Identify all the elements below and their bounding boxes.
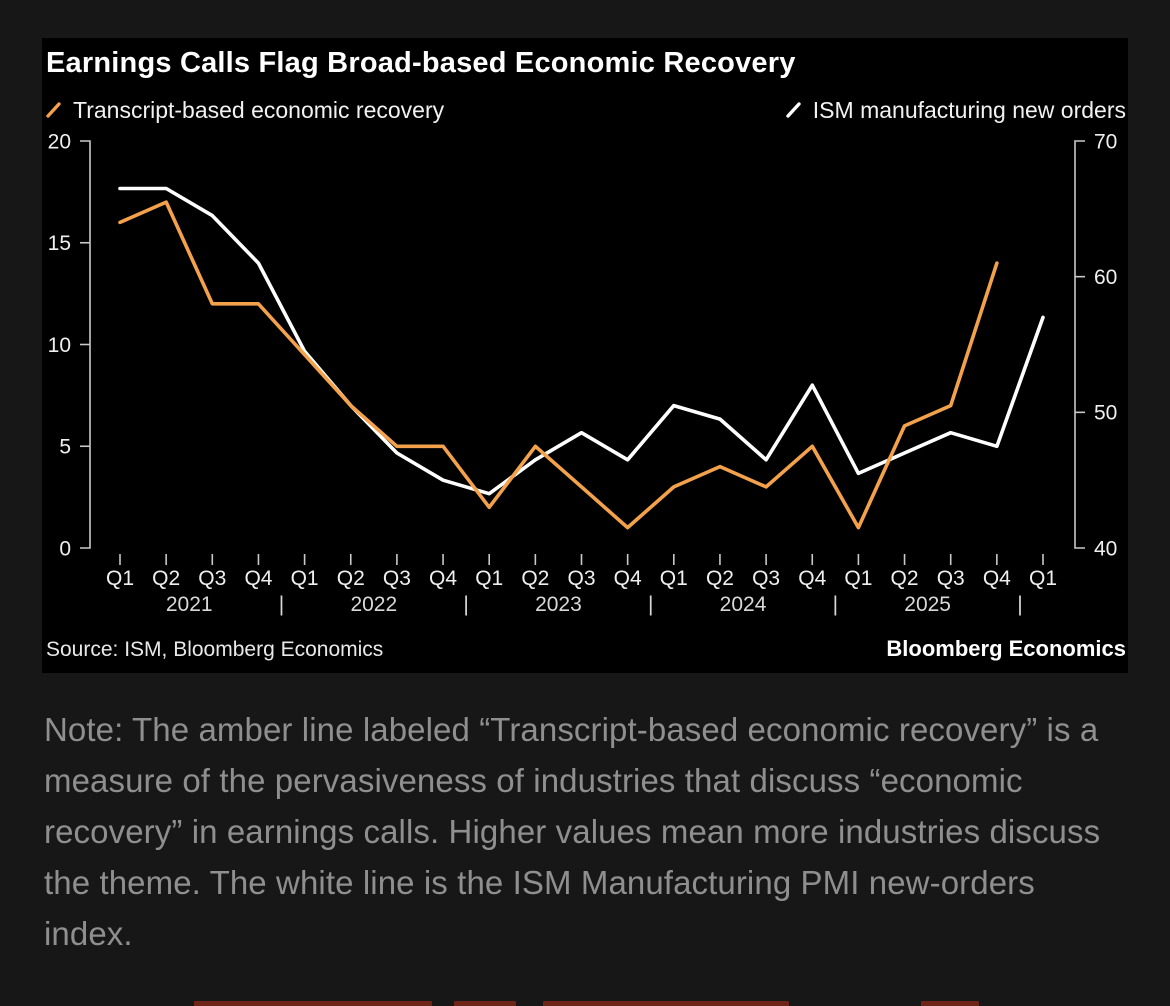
- svg-text:Q4: Q4: [429, 567, 457, 590]
- svg-text:50: 50: [1094, 402, 1117, 425]
- brand-text: Bloomberg Economics: [886, 636, 1126, 661]
- orange-slash-icon: [46, 102, 61, 118]
- svg-text:Q4: Q4: [244, 567, 272, 590]
- svg-text:|: |: [1017, 593, 1022, 616]
- svg-text:|: |: [463, 593, 468, 616]
- chart-card: Earnings Calls Flag Broad-based Economic…: [42, 38, 1128, 673]
- svg-text:Q1: Q1: [291, 567, 319, 590]
- chart-footer: Source: ISM, Bloomberg Economics Bloombe…: [46, 636, 1126, 662]
- legend-item-ism: ISM manufacturing new orders: [784, 97, 1126, 124]
- svg-text:|: |: [279, 593, 284, 616]
- white-slash-icon: [786, 102, 801, 118]
- cropped-link-fragment: [454, 1001, 517, 1006]
- svg-text:15: 15: [48, 232, 71, 255]
- svg-text:Q4: Q4: [983, 567, 1011, 590]
- svg-text:Q2: Q2: [337, 567, 365, 590]
- svg-text:70: 70: [1094, 130, 1117, 153]
- svg-text:40: 40: [1094, 537, 1117, 560]
- svg-text:60: 60: [1094, 266, 1117, 289]
- svg-text:Q4: Q4: [798, 567, 826, 590]
- svg-text:Q2: Q2: [706, 567, 734, 590]
- svg-text:2024: 2024: [720, 593, 767, 616]
- svg-text:Q2: Q2: [521, 567, 549, 590]
- chart-title: Earnings Calls Flag Broad-based Economic…: [46, 47, 796, 79]
- svg-text:2025: 2025: [904, 593, 951, 616]
- svg-text:2023: 2023: [535, 593, 582, 616]
- note-text: Note: The amber line labeled “Transcript…: [44, 711, 1101, 952]
- legend-item-transcript: Transcript-based economic recovery: [44, 97, 444, 124]
- cropped-link-fragment: [542, 1001, 789, 1006]
- orange-slash-line: [46, 102, 61, 118]
- svg-text:Q2: Q2: [152, 567, 180, 590]
- svg-text:2021: 2021: [166, 593, 213, 616]
- cropped-bottom-text-row: [44, 999, 1126, 1006]
- svg-text:Q1: Q1: [844, 567, 872, 590]
- svg-text:Q3: Q3: [383, 567, 411, 590]
- legend-label-transcript: Transcript-based economic recovery: [73, 96, 445, 123]
- svg-text:Q2: Q2: [891, 567, 919, 590]
- svg-text:Q4: Q4: [614, 567, 642, 590]
- svg-text:|: |: [833, 593, 838, 616]
- legend-label-ism: ISM manufacturing new orders: [812, 96, 1126, 123]
- legend-row: Transcript-based economic recovery ISM m…: [44, 96, 1126, 124]
- svg-text:Q1: Q1: [106, 567, 134, 590]
- svg-text:Q1: Q1: [660, 567, 688, 590]
- svg-text:5: 5: [59, 436, 71, 459]
- svg-text:Q1: Q1: [475, 567, 503, 590]
- svg-text:Q3: Q3: [937, 567, 965, 590]
- svg-text:Q3: Q3: [752, 567, 780, 590]
- svg-text:Q3: Q3: [198, 567, 226, 590]
- svg-text:Q1: Q1: [1029, 567, 1057, 590]
- svg-text:Q3: Q3: [567, 567, 595, 590]
- line-chart: 0 5 10 15 20 40 50 60 70 Q1 Q2 Q3 Q4 Q1 Q2 Q3 Q4 Q1 Q2 Q3 Q4…: [48, 130, 1118, 616]
- cropped-link-fragment: [921, 1001, 980, 1006]
- svg-text:|: |: [648, 593, 653, 616]
- svg-text:0: 0: [59, 537, 71, 560]
- svg-text:10: 10: [48, 334, 71, 357]
- cropped-link-fragment: [194, 1001, 432, 1006]
- svg-text:2022: 2022: [350, 593, 397, 616]
- svg-text:20: 20: [48, 130, 71, 153]
- white-slash-line: [786, 102, 801, 118]
- source-text: Source: ISM, Bloomberg Economics: [46, 638, 384, 661]
